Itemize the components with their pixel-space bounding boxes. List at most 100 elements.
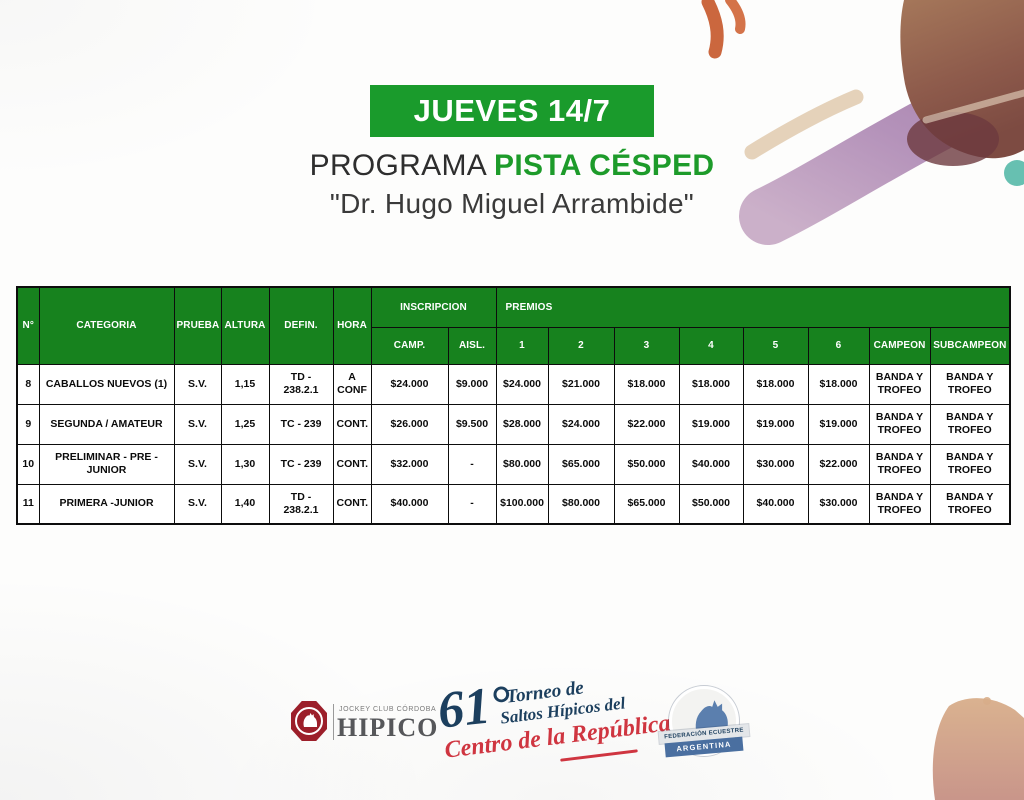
header-premio-2: 2 bbox=[547, 326, 615, 365]
jockey-club-badge-ring bbox=[295, 707, 323, 735]
cell-num: 9 bbox=[16, 403, 40, 445]
cell-subcampeon: BANDA Y TROFEO bbox=[929, 483, 1011, 525]
page-subtitle: "Dr. Hugo Miguel Arrambide" bbox=[329, 188, 695, 219]
page-title-prefix: PROGRAMA bbox=[309, 149, 495, 182]
cell-prueba: S.V. bbox=[173, 443, 222, 485]
cell-subcampeon: BANDA Y TROFEO bbox=[929, 363, 1011, 405]
cell-prueba: S.V. bbox=[173, 403, 222, 445]
cell-premio-5: $40.000 bbox=[742, 483, 809, 525]
cell-hora: CONT. bbox=[332, 403, 372, 445]
cell-premio-5: $19.000 bbox=[742, 403, 809, 445]
cell-hora: A CONF bbox=[332, 363, 372, 405]
cell-defin: TD - 238.2.1 bbox=[268, 363, 334, 405]
cell-camp: $32.000 bbox=[370, 443, 449, 485]
cell-premio-6: $22.000 bbox=[807, 443, 870, 485]
header-aisl: AISL. bbox=[447, 326, 497, 365]
cell-aisl: $9.500 bbox=[447, 403, 497, 445]
cell-categoria: PRIMERA -JUNIOR bbox=[38, 483, 175, 525]
cell-premio-1: $80.000 bbox=[495, 443, 549, 485]
horse-head-icon bbox=[303, 713, 317, 727]
torneo-underline bbox=[560, 749, 638, 762]
cell-categoria: PRELIMINAR - PRE - JUNIOR bbox=[38, 443, 175, 485]
cell-altura: 1,25 bbox=[220, 403, 270, 445]
jockey-club-badge bbox=[291, 701, 327, 741]
cell-premio-5: $30.000 bbox=[742, 443, 809, 485]
cell-defin: TC - 239 bbox=[268, 443, 334, 485]
table-row: 8 CABALLOS NUEVOS (1) S.V. 1,15 TD - 238… bbox=[16, 363, 1011, 405]
cell-premio-6: $19.000 bbox=[807, 403, 870, 445]
cell-altura: 1,15 bbox=[220, 363, 270, 405]
header-subcampeon: SUBCAMPEON bbox=[929, 326, 1011, 365]
cell-num: 10 bbox=[16, 443, 40, 485]
header-premio-6: 6 bbox=[807, 326, 870, 365]
table-row: 11 PRIMERA -JUNIOR S.V. 1,40 TD - 238.2.… bbox=[16, 483, 1011, 525]
cell-premio-6: $18.000 bbox=[807, 363, 870, 405]
cell-prueba: S.V. bbox=[173, 363, 222, 405]
cell-altura: 1,40 bbox=[220, 483, 270, 525]
header-premio-3: 3 bbox=[613, 326, 680, 365]
torneo-logo: 61° Torneo de Saltos Hípicos del Centro … bbox=[435, 675, 678, 770]
header-inscripcion: INSCRIPCION bbox=[370, 286, 497, 328]
cell-aisl: $9.000 bbox=[447, 363, 497, 405]
header-prueba: PRUEBA bbox=[173, 286, 222, 365]
cell-premio-1: $100.000 bbox=[495, 483, 549, 525]
cell-premio-4: $40.000 bbox=[678, 443, 744, 485]
table-row: 10 PRELIMINAR - PRE - JUNIOR S.V. 1,30 T… bbox=[16, 443, 1011, 485]
cell-camp: $26.000 bbox=[370, 403, 449, 445]
header-categoria: CATEGORIA bbox=[38, 286, 175, 365]
cell-premio-5: $18.000 bbox=[742, 363, 809, 405]
header-defin: DEFIN. bbox=[268, 286, 334, 365]
cell-categoria: SEGUNDA / AMATEUR bbox=[38, 403, 175, 445]
cell-categoria: CABALLOS NUEVOS (1) bbox=[38, 363, 175, 405]
watercolor-splash-top-right bbox=[701, 0, 1024, 245]
cell-camp: $40.000 bbox=[370, 483, 449, 525]
cell-defin: TD - 238.2.1 bbox=[268, 483, 334, 525]
watercolor-splash-bottom-right bbox=[932, 697, 1024, 800]
cell-hora: CONT. bbox=[332, 483, 372, 525]
header-premios: PREMIOS bbox=[495, 286, 1011, 328]
cell-premio-4: $18.000 bbox=[678, 363, 744, 405]
cell-campeon: BANDA Y TROFEO bbox=[868, 443, 931, 485]
federacion-ecuestre-badge: FEDERACIÓN ECUESTRE ARGENTINA bbox=[658, 686, 751, 766]
header-hora: HORA bbox=[332, 286, 372, 365]
cell-premio-3: $50.000 bbox=[613, 443, 680, 485]
header-camp: CAMP. bbox=[370, 326, 449, 365]
header-premio-5: 5 bbox=[742, 326, 809, 365]
cell-subcampeon: BANDA Y TROFEO bbox=[929, 443, 1011, 485]
header-num: N° bbox=[16, 286, 40, 365]
date-banner-label: JUEVES 14/7 bbox=[413, 93, 611, 128]
cell-premio-1: $24.000 bbox=[495, 363, 549, 405]
header-premio-1: 1 bbox=[495, 326, 549, 365]
cell-prueba: S.V. bbox=[173, 483, 222, 525]
cell-aisl: - bbox=[447, 483, 497, 525]
cell-altura: 1,30 bbox=[220, 443, 270, 485]
table-row: 9 SEGUNDA / AMATEUR S.V. 1,25 TC - 239 C… bbox=[16, 403, 1011, 445]
cell-premio-3: $18.000 bbox=[613, 363, 680, 405]
cell-premio-2: $24.000 bbox=[547, 403, 615, 445]
cell-premio-4: $19.000 bbox=[678, 403, 744, 445]
cell-premio-1: $28.000 bbox=[495, 403, 549, 445]
jockey-club-line: JOCKEY CLUB CÓRDOBA bbox=[339, 706, 437, 713]
cell-premio-6: $30.000 bbox=[807, 483, 870, 525]
cell-campeon: BANDA Y TROFEO bbox=[868, 483, 931, 525]
page-title: PROGRAMA PISTA CÉSPED bbox=[0, 149, 1024, 183]
cell-defin: TC - 239 bbox=[268, 403, 334, 445]
cell-aisl: - bbox=[447, 443, 497, 485]
header-premio-4: 4 bbox=[678, 326, 744, 365]
cell-premio-2: $65.000 bbox=[547, 443, 615, 485]
cell-num: 8 bbox=[16, 363, 40, 405]
date-banner: JUEVES 14/7 bbox=[370, 85, 654, 137]
page-title-highlight: PISTA CÉSPED bbox=[494, 149, 715, 182]
cell-premio-3: $65.000 bbox=[613, 483, 680, 525]
jockey-club-logo: JOCKEY CLUB CÓRDOBA HIPICO bbox=[291, 700, 441, 748]
jockey-club-name: HIPICO bbox=[337, 713, 439, 742]
cell-num: 11 bbox=[16, 483, 40, 525]
cell-camp: $24.000 bbox=[370, 363, 449, 405]
cell-subcampeon: BANDA Y TROFEO bbox=[929, 403, 1011, 445]
cell-premio-2: $21.000 bbox=[547, 363, 615, 405]
cell-premio-3: $22.000 bbox=[613, 403, 680, 445]
program-table: N° CATEGORIA PRUEBA ALTURA DEFIN. HORA I… bbox=[16, 286, 1012, 525]
cell-campeon: BANDA Y TROFEO bbox=[868, 363, 931, 405]
cell-premio-2: $80.000 bbox=[547, 483, 615, 525]
cell-campeon: BANDA Y TROFEO bbox=[868, 403, 931, 445]
